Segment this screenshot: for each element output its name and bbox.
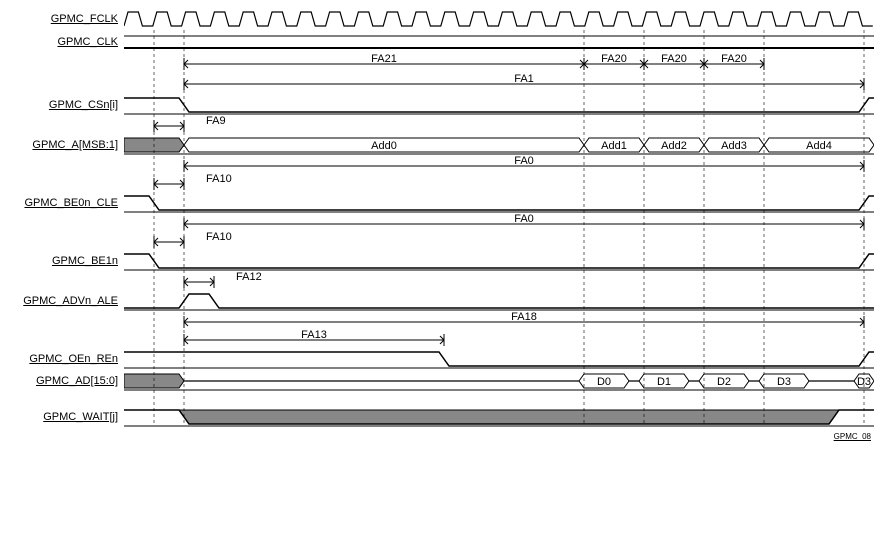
wave-gpmc-advn xyxy=(124,290,874,312)
svg-text:Add1: Add1 xyxy=(601,140,627,152)
svg-text:D3: D3 xyxy=(777,376,791,388)
row-annot-fa0a: FA0 xyxy=(8,156,875,174)
row-gpmc-a: GPMC_A[MSB:1] Add0 Add1 Add2 Add3 Add4 xyxy=(8,134,875,156)
row-annot-fa9: FA9 xyxy=(8,116,875,134)
row-gpmc-oen: GPMC_OEn_REn xyxy=(8,348,875,370)
svg-text:D3: D3 xyxy=(857,376,871,388)
wave-gpmc-a: Add0 Add1 Add2 Add3 Add4 xyxy=(124,134,874,156)
row-annot-fa12: FA12 xyxy=(8,272,875,290)
row-annot-fa21: FA21 FA20 FA20 FA20 xyxy=(8,54,875,74)
label-gpmc-be1n: GPMC_BE1n xyxy=(8,255,124,267)
svg-text:FA10: FA10 xyxy=(206,174,232,185)
timing-diagram: GPMC_FCLK GPMC_CLK FA21 FA20 FA20 FA20 xyxy=(8,8,875,441)
svg-text:FA21: FA21 xyxy=(371,54,397,65)
label-gpmc-be0n: GPMC_BE0n_CLE xyxy=(8,197,124,209)
svg-text:FA9: FA9 xyxy=(206,116,226,127)
label-gpmc-clk: GPMC_CLK xyxy=(8,36,124,48)
row-gpmc-be0n: GPMC_BE0n_CLE xyxy=(8,192,875,214)
svg-text:D1: D1 xyxy=(657,376,671,388)
label-gpmc-fclk: GPMC_FCLK xyxy=(8,13,124,25)
svg-text:Add4: Add4 xyxy=(806,140,832,152)
row-annot-fa13: FA13 xyxy=(8,330,875,348)
row-gpmc-clk: GPMC_CLK xyxy=(8,30,875,54)
svg-text:FA1: FA1 xyxy=(514,74,534,85)
wave-gpmc-ad: D0 D1 D2 D3 D3 xyxy=(124,370,874,392)
svg-text:Add2: Add2 xyxy=(661,140,687,152)
label-gpmc-oen: GPMC_OEn_REn xyxy=(8,353,124,365)
svg-text:FA0: FA0 xyxy=(514,214,534,225)
svg-text:D0: D0 xyxy=(597,376,611,388)
svg-text:Add0: Add0 xyxy=(371,140,397,152)
row-gpmc-fclk: GPMC_FCLK xyxy=(8,8,875,30)
wave-gpmc-be1n xyxy=(124,250,874,272)
svg-text:D2: D2 xyxy=(717,376,731,388)
row-gpmc-be1n: GPMC_BE1n xyxy=(8,250,875,272)
svg-text:FA20: FA20 xyxy=(721,54,747,65)
svg-text:FA0: FA0 xyxy=(514,156,534,167)
row-spacer xyxy=(8,392,875,406)
row-gpmc-csn: GPMC_CSn[i] xyxy=(8,94,875,116)
row-gpmc-ad: GPMC_AD[15:0] D0 D1 D2 D3 D3 xyxy=(8,370,875,392)
row-gpmc-wait: GPMC_WAIT[j] xyxy=(8,406,875,428)
svg-text:Add3: Add3 xyxy=(721,140,747,152)
row-annot-fa10a: FA10 xyxy=(8,174,875,192)
row-annot-fa10b: FA10 xyxy=(8,232,875,250)
svg-text:FA13: FA13 xyxy=(301,330,327,341)
svg-text:FA20: FA20 xyxy=(601,54,627,65)
wave-gpmc-be0n xyxy=(124,192,874,214)
svg-text:FA10: FA10 xyxy=(206,232,232,243)
row-gpmc-advn: GPMC_ADVn_ALE xyxy=(8,290,875,312)
wave-gpmc-csn xyxy=(124,94,874,116)
label-gpmc-wait: GPMC_WAIT[j] xyxy=(8,411,124,423)
row-annot-fa18: FA18 xyxy=(8,312,875,330)
wave-gpmc-wait xyxy=(124,406,874,428)
footer-id: GPMC_08 xyxy=(8,432,875,441)
row-annot-fa1: FA1 xyxy=(8,74,875,94)
wave-gpmc-oen xyxy=(124,348,874,370)
svg-text:FA18: FA18 xyxy=(511,312,537,323)
wave-gpmc-clk xyxy=(124,30,874,54)
svg-text:FA12: FA12 xyxy=(236,272,262,283)
label-gpmc-csn: GPMC_CSn[i] xyxy=(8,99,124,111)
wave-gpmc-fclk xyxy=(124,8,874,30)
label-gpmc-a: GPMC_A[MSB:1] xyxy=(8,139,124,151)
label-gpmc-advn: GPMC_ADVn_ALE xyxy=(8,295,124,307)
label-gpmc-ad: GPMC_AD[15:0] xyxy=(8,375,124,387)
row-annot-fa0b: FA0 xyxy=(8,214,875,232)
svg-text:FA20: FA20 xyxy=(661,54,687,65)
